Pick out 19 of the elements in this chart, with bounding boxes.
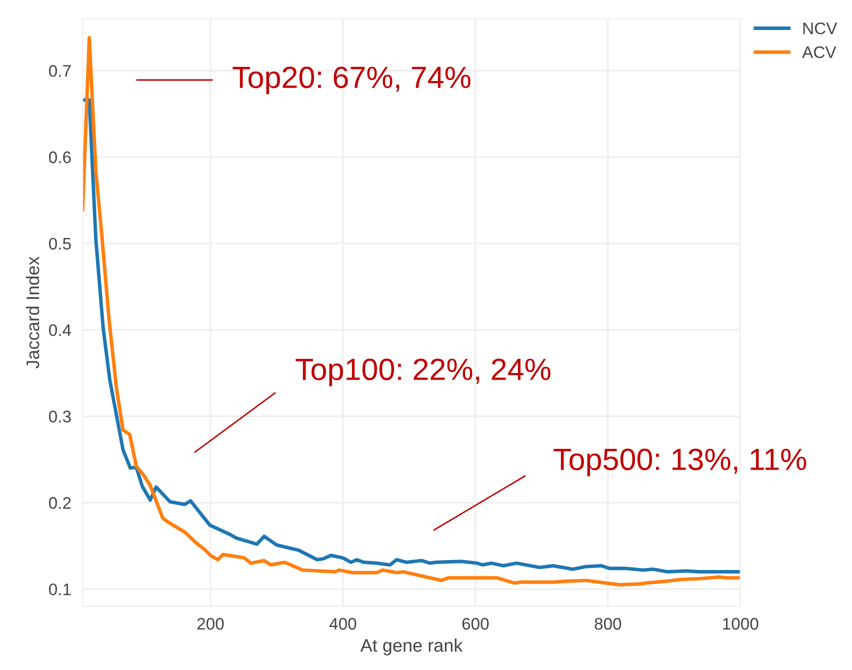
x-tick-label: 400 [329, 618, 356, 630]
annotation: Top100: 22%, 24% [296, 358, 550, 386]
y-tick-label: 0.1 [49, 583, 71, 596]
legend-label: ACV [802, 46, 836, 58]
x-tick-label: 200 [197, 618, 224, 630]
y-tick-label: 0.2 [49, 497, 71, 509]
y-tick-label: 0.3 [49, 410, 71, 422]
y-tick-label: 0.7 [49, 65, 71, 77]
y-tick-label: 0.4 [49, 324, 72, 336]
annotation: Top500: 13%, 11% [554, 448, 806, 476]
x-tick-label: 600 [462, 618, 489, 630]
x-tick-label: 800 [594, 618, 622, 630]
x-axis-title: At gene rank [360, 638, 463, 656]
legend-label: NCV [803, 22, 838, 34]
y-axis-title: Jaccard Index [26, 256, 40, 368]
annotation: Top20: 67%, 74% [232, 66, 470, 94]
y-tick-label: 0.6 [49, 151, 71, 164]
y-tick-label: 0.5 [49, 238, 71, 250]
x-tick-label: 1000 [723, 618, 758, 630]
